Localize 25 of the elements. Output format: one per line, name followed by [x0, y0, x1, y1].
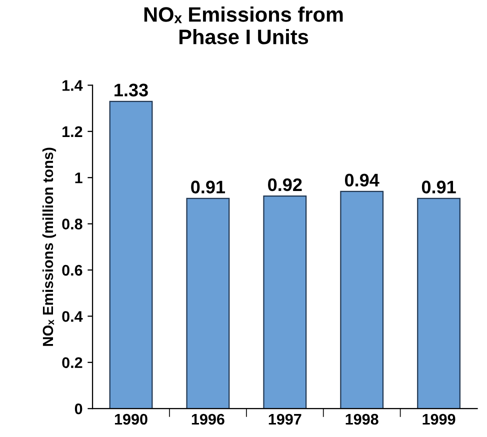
bar	[186, 198, 230, 409]
y-tick-label: 0.8	[62, 218, 82, 230]
x-tick-label: 1996	[192, 414, 224, 425]
y-tick-label: 0.4	[62, 311, 83, 322]
x-tick-label: 1998	[346, 414, 378, 425]
y-tick-label: 0	[74, 403, 82, 414]
bar	[109, 100, 153, 409]
bar	[263, 196, 307, 409]
data-label: 0.91	[191, 180, 226, 194]
data-label: 0.91	[422, 180, 456, 194]
chart-title: NOₓ Emissions from Phase I Units	[144, 6, 343, 44]
bar	[417, 198, 460, 409]
y-tick-label: 0.2	[62, 357, 82, 368]
y-axis-title: NOₓ Emissions (million tons)	[42, 148, 56, 346]
x-tick-label: 1990	[114, 414, 148, 425]
bar	[340, 190, 384, 409]
y-tick-label: 1.4	[62, 80, 83, 91]
x-tick-label: 1997	[268, 414, 302, 425]
x-tick-label: 1999	[422, 414, 456, 425]
y-tick-label: 1.2	[62, 126, 82, 137]
y-tick-label: 1	[75, 172, 82, 184]
data-label: 0.92	[268, 178, 302, 192]
data-label: 1.33	[114, 84, 148, 96]
y-tick-label: 0.6	[62, 264, 82, 276]
data-label: 0.94	[344, 174, 380, 187]
